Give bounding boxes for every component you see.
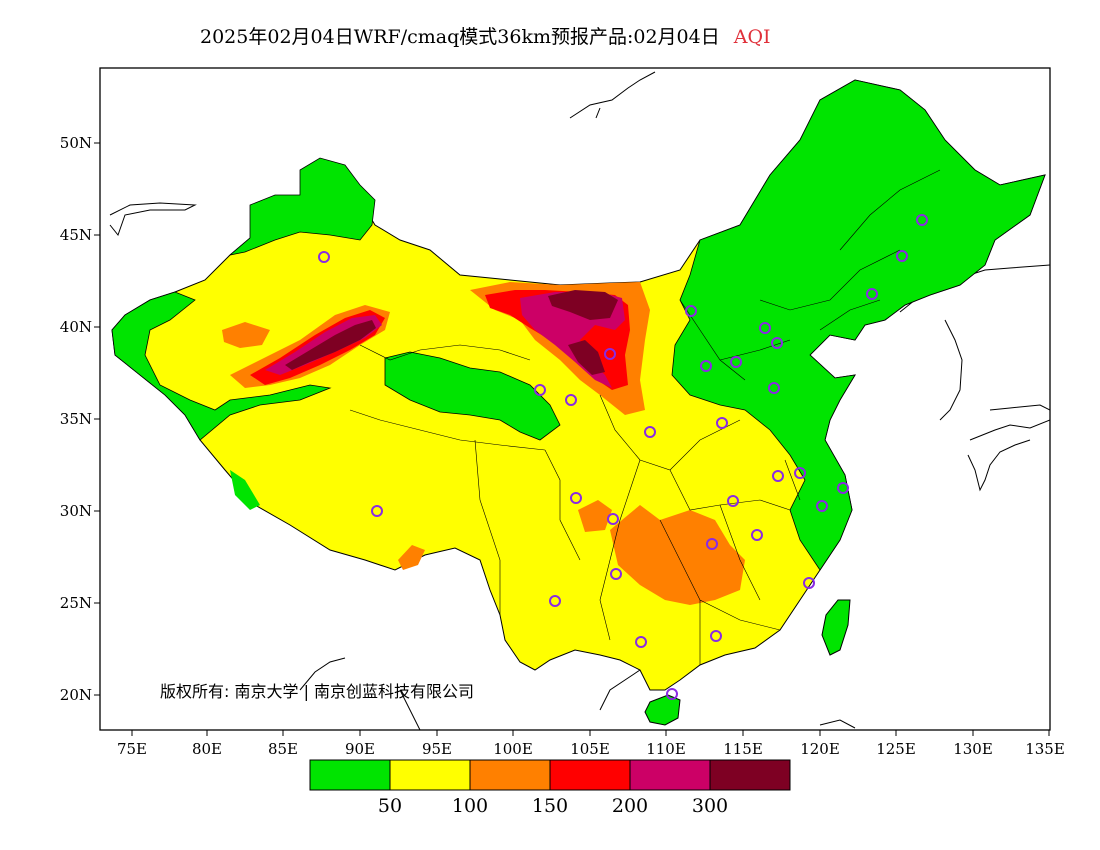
aqi-legend: 50 100 150 200 300 (309, 759, 791, 817)
lon-label: 125E (876, 740, 916, 758)
legend-label: 200 (612, 795, 648, 817)
lon-label: 85E (268, 740, 298, 758)
lat-label: 30N (60, 502, 92, 520)
lon-label: 105E (570, 740, 610, 758)
y-axis-ticks (94, 142, 100, 696)
legend-swatch (549, 759, 631, 791)
region-good-northeast (671, 79, 1046, 571)
lon-label: 115E (723, 740, 763, 758)
lon-label: 95E (422, 740, 452, 758)
y-axis-labels: 20N 25N 30N 35N 40N 45N 50N (60, 134, 92, 704)
region-good-xinjiang-north (228, 157, 376, 256)
legend-swatch (709, 759, 791, 791)
legend-swatch (389, 759, 471, 791)
copyright-text: 版权所有: 南京大学 | 南京创蓝科技有限公司 (160, 682, 474, 701)
region-sensitive-west (222, 322, 270, 348)
lon-label: 100E (493, 740, 533, 758)
lat-label: 40N (60, 318, 92, 336)
lon-label: 135E (1025, 740, 1065, 758)
lon-label: 75E (117, 740, 147, 758)
region-good-hainan (644, 694, 681, 726)
map-content: 版权所有: 南京大学 | 南京创蓝科技有限公司 (109, 71, 1050, 730)
region-sensitive-sichuan (578, 500, 612, 532)
coastline-north (109, 71, 656, 237)
lat-label: 20N (60, 686, 92, 704)
lon-label: 80E (192, 740, 222, 758)
legend-swatch (309, 759, 391, 791)
region-hazardous-shanxi (568, 340, 605, 375)
lon-label: 110E (646, 740, 686, 758)
legend-swatch (469, 759, 551, 791)
lon-label: 90E (345, 740, 375, 758)
x-axis-ticks (131, 730, 1050, 736)
lat-label: 35N (60, 410, 92, 428)
legend-label: 50 (378, 795, 402, 817)
legend-label: 100 (452, 795, 488, 817)
legend-swatch (629, 759, 711, 791)
station-markers (318, 214, 928, 700)
region-hazardous-tarim (285, 320, 376, 370)
region-good-xinjiang-west (111, 291, 332, 441)
region-hazardous-ordos (548, 290, 618, 320)
title-variable: AQI (733, 26, 771, 48)
lat-label: 50N (60, 134, 92, 152)
lat-label: 25N (60, 594, 92, 612)
x-axis-labels: 75E 80E 85E 90E 95E 100E 105E 110E 115E … (117, 740, 1065, 758)
lon-label: 130E (953, 740, 993, 758)
coastline-south (299, 657, 856, 730)
map-title: 2025年02月04日WRF/cmaq模式36km预报产品:02月04日 AQI (200, 22, 771, 49)
legend-label: 150 (532, 795, 568, 817)
region-good-taiwan (821, 599, 851, 656)
province-boundaries (349, 169, 941, 665)
title-main: 2025年02月04日WRF/cmaq模式36km预报产品:02月04日 (200, 26, 720, 48)
lon-label: 120E (800, 740, 840, 758)
lat-label: 45N (60, 226, 92, 244)
region-good-qinghai (384, 351, 561, 441)
legend-label: 300 (692, 795, 728, 817)
region-good-southwest-edge (230, 470, 260, 510)
region-sensitive-tibet (398, 545, 425, 570)
